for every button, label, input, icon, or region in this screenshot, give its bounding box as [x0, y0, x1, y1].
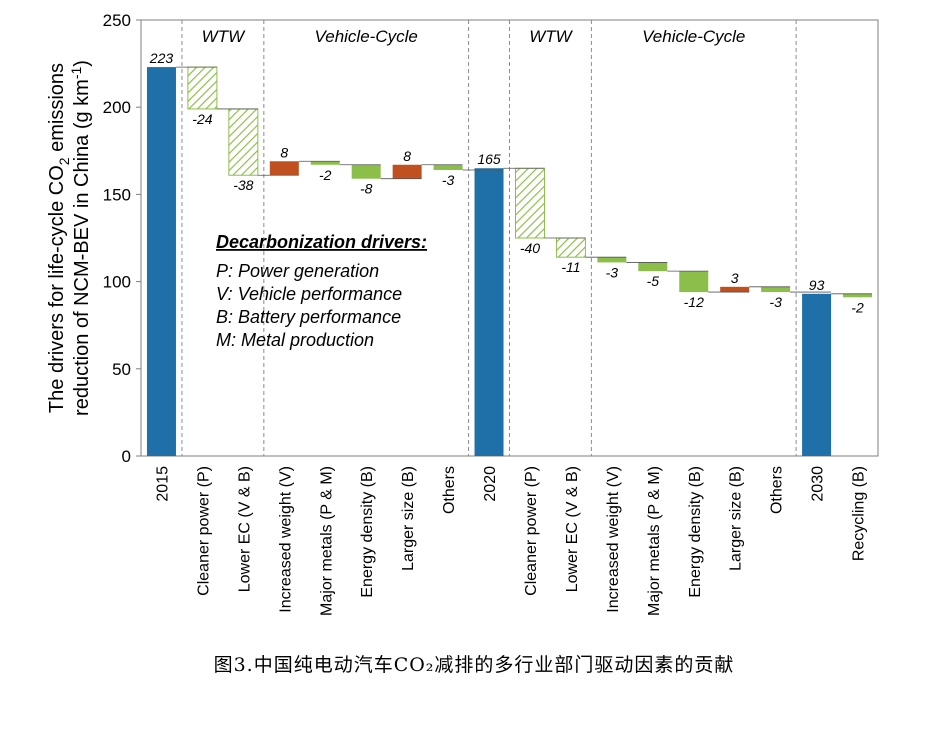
bar-value-label: -24: [192, 111, 212, 127]
x-tick-label: 2020: [482, 466, 499, 502]
legend-item-vehicle: V: Vehicle performance: [216, 284, 402, 304]
x-tick-label: Larger size (B): [728, 466, 745, 571]
bar-value-label: -2: [851, 299, 864, 315]
section-labels: WTW Vehicle-Cycle WTW Vehicle-Cycle: [202, 27, 746, 46]
bar-wtw: [514, 167, 545, 239]
bar-decrease: [597, 257, 627, 263]
bar-value-label: 93: [809, 277, 825, 293]
bar-decrease: [310, 161, 340, 165]
section-label: Vehicle-Cycle: [315, 27, 418, 46]
bar-increase: [392, 164, 422, 179]
bar-decrease: [351, 164, 381, 179]
y-tick-label: 0: [122, 447, 131, 466]
bar-value-label: -40: [520, 240, 540, 256]
connectors: [175, 66, 873, 295]
y-tick-label: 150: [103, 185, 131, 204]
waterfall-chart: 0 50 100 150 200 250 WTW Vehicle-Cycle WTW Vehic…: [46, 11, 879, 616]
section-label: Vehicle-Cycle: [642, 27, 745, 46]
x-tick-label: Major metals (P & M): [646, 466, 663, 616]
x-axis: 2015 Cleaner power (P) Lower EC (V & B) Inc…: [154, 466, 867, 616]
bar-value-label: -3: [606, 264, 619, 280]
bar-total: [474, 168, 504, 457]
bar-decrease: [638, 262, 668, 272]
x-tick-label: Energy density (B): [687, 466, 704, 598]
bar-total: [146, 67, 176, 456]
bar-wtw: [228, 108, 259, 176]
bar-decrease: [843, 293, 873, 298]
legend-item-metal: M: Metal production: [216, 330, 374, 350]
x-tick-label: 2030: [810, 466, 827, 502]
bar-value-label: -3: [442, 172, 455, 188]
bar-total: [802, 293, 832, 456]
x-tick-label: Major metals (P & M): [318, 466, 335, 616]
bar-value-label: -3: [769, 294, 782, 310]
bar-decrease: [679, 271, 709, 293]
legend-item-power: P: Power generation: [216, 261, 379, 281]
figure-caption: 图3.中国纯电动汽车CO₂减排的多行业部门驱动因素的贡献: [213, 654, 735, 676]
bars: [146, 66, 873, 457]
x-tick-label: Lower EC (V & B): [236, 466, 253, 592]
bar-increase: [720, 286, 750, 293]
legend: Decarbonization drivers: P: Power genera…: [216, 232, 427, 350]
section-dividers: [181, 20, 797, 456]
bar-value-label: 8: [280, 144, 288, 160]
x-tick-label: Increased weight (V): [605, 466, 622, 613]
bar-value-label: -11: [561, 259, 580, 275]
x-tick-label: Larger size (B): [400, 466, 417, 571]
bar-value-label: -2: [319, 167, 332, 183]
y-tick-label: 100: [103, 273, 131, 292]
bar-value-labels: 223 -24 -38 8 -2 -8 8 -3 165 -40 -11 -3 -5 -12 3 -3 93 -2: [149, 50, 864, 315]
x-tick-label: Increased weight (V): [277, 466, 294, 613]
x-tick-label: Recycling (B): [851, 466, 868, 561]
x-tick-label: Energy density (B): [359, 466, 376, 598]
x-tick-label: Lower EC (V & B): [564, 466, 581, 592]
x-tick-label: Others: [769, 466, 786, 514]
x-tick-label: Cleaner power (P): [523, 466, 540, 596]
y-axis-label-line1: The drivers for life-cycle CO2 emissions: [46, 63, 72, 413]
bar-value-label: -8: [360, 181, 373, 197]
bar-value-label: 223: [149, 50, 174, 66]
x-tick-label: Cleaner power (P): [195, 466, 212, 596]
y-axis-label-line2: reduction of NCM-BEV in China (g km-1): [68, 60, 93, 416]
bar-decrease: [433, 164, 463, 170]
bar-wtw: [187, 66, 218, 110]
section-label: WTW: [529, 27, 573, 46]
legend-title: Decarbonization drivers:: [216, 232, 427, 252]
bar-value-label: 3: [731, 270, 739, 286]
y-tick-label: 250: [103, 11, 131, 30]
x-tick-label: 2015: [154, 466, 171, 502]
bar-value-label: 165: [477, 151, 501, 167]
bar-value-label: -12: [684, 294, 704, 310]
bar-decrease: [761, 286, 791, 293]
y-tick-label: 200: [103, 98, 131, 117]
bar-value-label: 8: [403, 148, 411, 164]
y-tick-label: 50: [112, 360, 131, 379]
y-axis: 0 50 100 150 200 250: [103, 11, 141, 466]
bar-wtw: [555, 237, 586, 258]
section-label: WTW: [202, 27, 246, 46]
bar-increase: [269, 161, 299, 176]
bar-value-label: -38: [233, 177, 253, 193]
legend-item-battery: B: Battery performance: [216, 307, 401, 327]
bar-value-label: -5: [647, 273, 660, 289]
x-tick-label: Others: [441, 466, 458, 514]
